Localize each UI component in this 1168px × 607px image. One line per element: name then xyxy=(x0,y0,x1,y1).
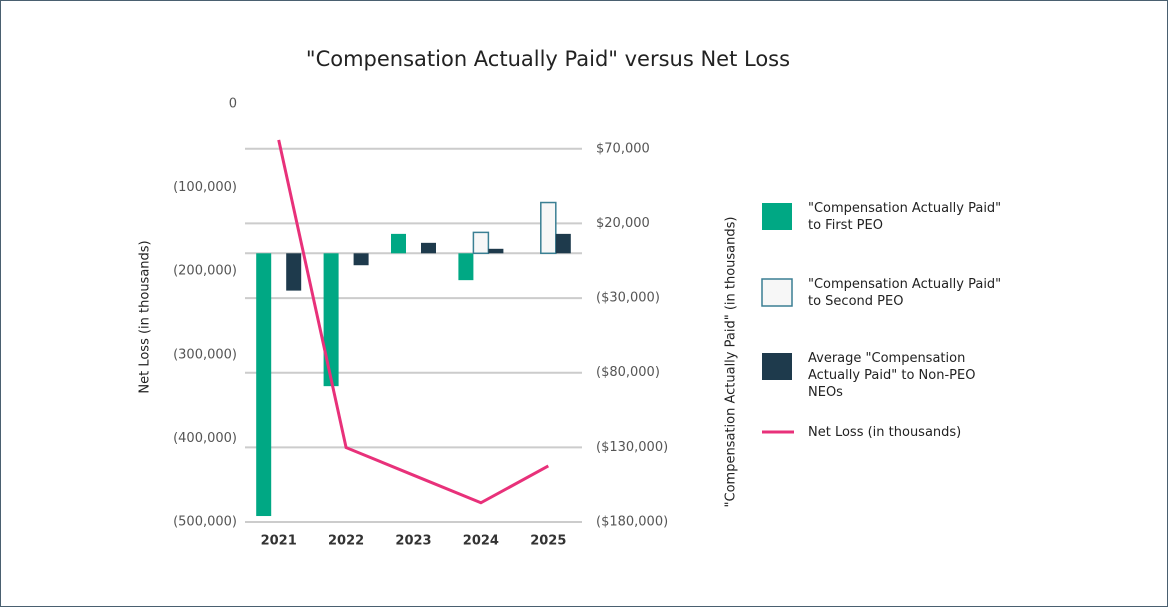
x-tick-label: 2022 xyxy=(328,534,364,549)
y2-tick-label: ($180,000) xyxy=(596,515,668,530)
bar xyxy=(353,253,369,266)
bar xyxy=(256,253,272,517)
bar xyxy=(323,253,339,387)
x-tick-label: 2021 xyxy=(261,534,297,549)
legend-label: "Compensation Actually Paid" to First PE… xyxy=(808,201,1002,233)
net-loss-line xyxy=(277,139,550,505)
y-tick-label: (300,000) xyxy=(173,347,237,362)
legend-label: Net Loss (in thousands) xyxy=(808,425,962,440)
x-tick-label: 2023 xyxy=(395,534,431,549)
chart-title: "Compensation Actually Paid" versus Net … xyxy=(306,47,790,71)
x-tick-label: 2025 xyxy=(530,534,566,549)
bar xyxy=(540,201,557,255)
y-axis-label: Net Loss (in thousands) xyxy=(138,240,153,393)
y2-tick-label: ($130,000) xyxy=(596,440,668,455)
y2-tick-label: $20,000 xyxy=(596,216,650,231)
y-tick-label: (200,000) xyxy=(173,264,237,279)
y2-tick-label: $70,000 xyxy=(596,141,650,156)
legend-swatch xyxy=(762,203,792,230)
legend-swatch xyxy=(762,353,792,380)
bar xyxy=(286,253,302,291)
y-tick-label: (500,000) xyxy=(173,515,237,530)
y2-axis-label: "Compensation Actually Paid" (in thousan… xyxy=(724,217,739,508)
bar xyxy=(472,231,490,255)
y2-tick-label: ($30,000) xyxy=(596,291,660,306)
y-tick-label: 0 xyxy=(229,97,237,112)
bar xyxy=(391,233,406,254)
legend-swatch xyxy=(761,278,793,307)
bar xyxy=(555,233,571,254)
y-tick-label: (400,000) xyxy=(173,431,237,446)
bar xyxy=(458,253,474,281)
legend-label: "Compensation Actually Paid" to Second P… xyxy=(808,277,1002,309)
y2-tick-label: ($80,000) xyxy=(596,365,660,380)
bar xyxy=(488,248,504,254)
bar xyxy=(421,242,436,254)
x-tick-label: 2024 xyxy=(463,534,499,549)
legend-label: Average "Compensation Actually Paid" to … xyxy=(808,351,976,400)
y-tick-label: (100,000) xyxy=(173,180,237,195)
